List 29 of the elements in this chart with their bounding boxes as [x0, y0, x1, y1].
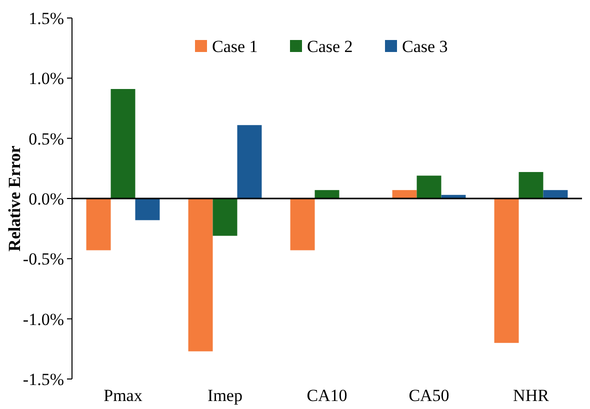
legend-label: Case 3	[402, 36, 448, 56]
y-tick-label: -0.5%	[22, 250, 64, 269]
y-tick-label: 0.0%	[28, 189, 64, 208]
x-tick-label: CA10	[306, 386, 348, 405]
y-tick-label: 1.0%	[28, 69, 64, 88]
y-tick-label: 1.5%	[28, 8, 64, 28]
bar	[416, 176, 442, 198]
legend-label: Case 2	[307, 36, 353, 56]
bar	[110, 88, 136, 198]
legend-label: Case 1	[212, 36, 258, 56]
bar	[188, 198, 213, 352]
bar	[237, 125, 262, 198]
y-axis-title: Relative Error	[5, 145, 24, 252]
x-tick-label: CA50	[408, 386, 450, 405]
y-tick-label: -1.0%	[22, 310, 64, 329]
y-tick-label: -1.5%	[22, 370, 64, 389]
bar	[86, 198, 111, 250]
bar	[518, 172, 544, 198]
bar	[314, 190, 340, 198]
x-tick-label: Pmax	[104, 386, 143, 405]
bar	[494, 198, 519, 343]
y-tick-label: 0.5%	[28, 129, 64, 148]
bar	[392, 190, 417, 198]
x-tick-label: Imep	[208, 386, 242, 405]
bar	[212, 198, 238, 236]
bar	[135, 198, 160, 220]
x-tick-label: NHR	[513, 386, 550, 405]
bar	[290, 198, 315, 250]
bar	[543, 190, 568, 198]
